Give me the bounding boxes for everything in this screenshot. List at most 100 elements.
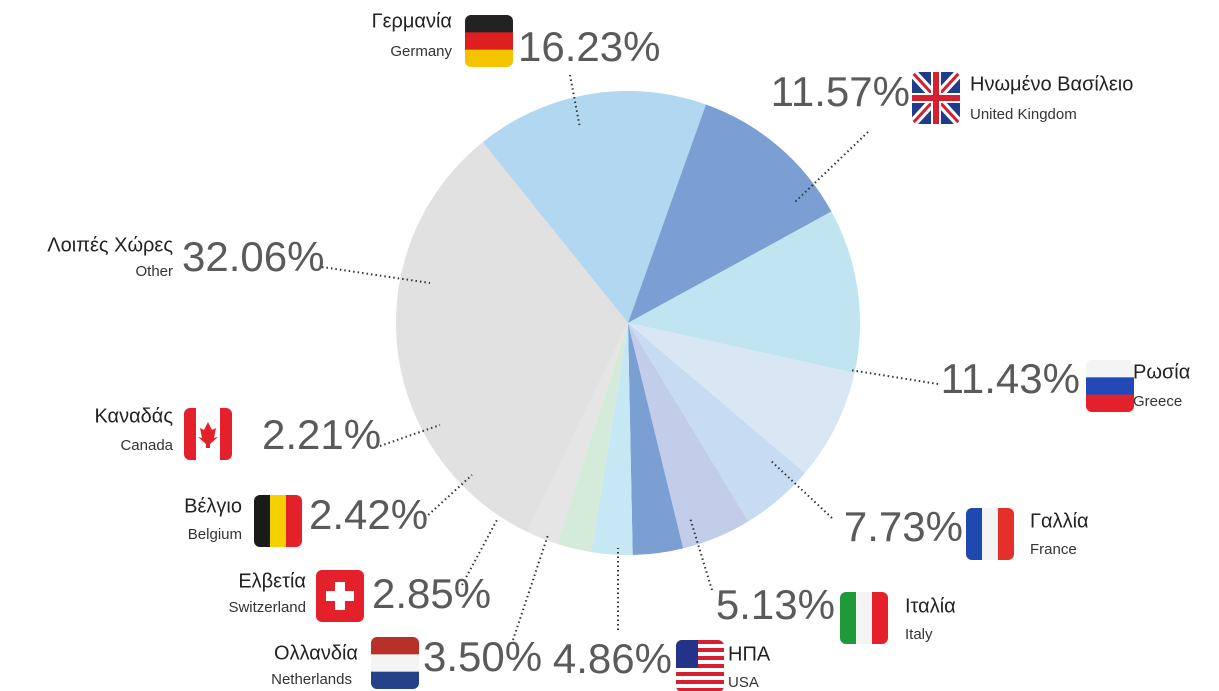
flag-body — [1086, 360, 1134, 412]
flag-part — [1086, 360, 1134, 378]
pie-slice — [628, 211, 860, 373]
flag-part — [254, 495, 271, 547]
flag-part — [326, 591, 354, 601]
flag-part — [371, 637, 419, 655]
flag-part — [676, 652, 724, 657]
flag — [1086, 360, 1134, 412]
flag-part — [220, 408, 232, 460]
flag-part — [840, 592, 857, 644]
flag-body — [371, 637, 419, 689]
leader-line — [379, 424, 441, 447]
leader-line — [321, 266, 431, 284]
flag-part — [856, 592, 873, 644]
category-label: Ιταλία — [905, 595, 956, 617]
flag-part — [676, 684, 724, 689]
pie-slice — [591, 323, 633, 555]
pie-slice — [557, 323, 628, 553]
flag — [316, 570, 364, 622]
flag-body — [465, 15, 513, 67]
value-label: 2.85% — [372, 570, 491, 617]
flag-body — [966, 508, 1014, 560]
value-label: 16.23% — [518, 23, 660, 70]
flag-body — [254, 495, 302, 547]
value-label: 2.42% — [309, 491, 428, 538]
flag-part — [465, 32, 513, 51]
flag-part — [676, 648, 724, 653]
leader-line — [424, 474, 473, 519]
flag-body — [912, 72, 960, 124]
value-label: 2.21% — [262, 411, 381, 458]
flag-part — [676, 660, 724, 665]
category-label: Ελβετία — [238, 570, 306, 592]
pie-slice — [482, 90, 706, 323]
flag-part — [198, 422, 218, 448]
category-label-en: Greece — [1133, 393, 1182, 410]
category-label: Ολλανδία — [274, 642, 358, 664]
category-label-en: Other — [135, 263, 173, 280]
value-label: 4.86% — [553, 635, 672, 682]
pie-slice — [628, 323, 749, 549]
leader-line — [794, 131, 869, 203]
flag-body — [676, 640, 724, 691]
pie-slice — [628, 104, 832, 323]
category-label-en: United Kingdom — [970, 106, 1077, 123]
category-label: Γαλλία — [1030, 510, 1089, 532]
pie-slice — [396, 142, 628, 532]
flag-part — [371, 671, 419, 689]
flag-part — [465, 49, 513, 67]
flag-part — [998, 508, 1014, 560]
flag-part — [676, 640, 724, 645]
category-label: Γερμανία — [372, 10, 452, 32]
flag-part — [676, 688, 724, 691]
flag-part — [270, 495, 287, 547]
flag-body — [840, 592, 888, 644]
value-label: 11.43% — [941, 355, 1080, 402]
category-label: Ρωσία — [1133, 361, 1190, 383]
flag-part — [676, 672, 724, 677]
pie-slice — [628, 323, 684, 555]
pie-slice — [628, 323, 855, 473]
flag-part — [966, 508, 983, 560]
value-label: 7.73% — [844, 503, 963, 550]
flag — [184, 408, 232, 460]
flag — [676, 640, 724, 691]
category-label-en: Canada — [120, 437, 173, 454]
pie-slice — [527, 323, 628, 544]
category-label-en: France — [1030, 541, 1077, 558]
category-label: ΗΠΑ — [728, 643, 771, 665]
value-label: 5.13% — [716, 581, 835, 628]
category-label-en: Switzerland — [228, 599, 306, 616]
value-label: 11.57% — [771, 68, 910, 115]
flag — [254, 495, 302, 547]
flag-part — [371, 654, 419, 673]
flag-part — [872, 592, 888, 644]
pie-slice — [628, 323, 806, 522]
flag-part — [286, 495, 302, 547]
leader-line — [461, 517, 499, 586]
flag — [966, 508, 1014, 560]
category-label-en: Italy — [905, 626, 933, 643]
flag-part — [1086, 377, 1134, 396]
category-label: Ηνωμένο Βασίλειο — [970, 73, 1133, 95]
flag-part — [676, 640, 698, 668]
flag-body — [184, 408, 232, 460]
flag-part — [676, 676, 724, 681]
flag — [840, 592, 888, 644]
flag-body — [316, 570, 364, 622]
value-label: 32.06% — [182, 233, 324, 280]
leader-line — [512, 534, 549, 641]
category-label: Καναδάς — [94, 405, 173, 427]
flag-part — [912, 95, 960, 101]
category-label: Λοιπές Χώρες — [47, 234, 173, 256]
flag-part — [184, 408, 196, 460]
flag-part — [676, 644, 724, 649]
category-label: Βέλγιο — [184, 495, 242, 517]
flag — [465, 15, 513, 67]
category-label-en: Belgium — [188, 526, 242, 543]
flag-part — [676, 656, 724, 661]
flag-part — [676, 668, 724, 673]
category-label-en: USA — [728, 674, 759, 691]
leader-line — [849, 369, 939, 385]
flag — [371, 637, 419, 689]
